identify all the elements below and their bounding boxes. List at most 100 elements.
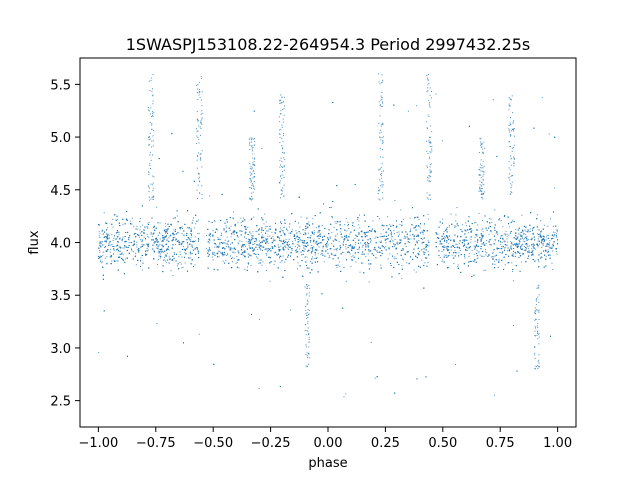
data-point <box>337 233 339 235</box>
data-point <box>258 240 260 242</box>
data-point <box>135 232 137 234</box>
data-point <box>540 256 542 258</box>
data-point <box>107 227 109 229</box>
data-point <box>400 209 402 211</box>
data-point <box>280 222 282 224</box>
data-point <box>236 262 238 263</box>
data-point <box>135 252 137 254</box>
data-point <box>322 238 324 240</box>
data-point <box>192 240 194 242</box>
data-point <box>241 245 243 247</box>
data-point <box>552 250 554 252</box>
data-point <box>179 261 181 263</box>
data-point <box>301 254 303 256</box>
data-point <box>190 236 192 238</box>
data-point <box>545 239 547 241</box>
data-point <box>243 251 245 253</box>
data-point <box>410 228 412 230</box>
data-point <box>182 246 184 248</box>
data-point <box>536 233 538 235</box>
data-point <box>113 259 115 261</box>
data-point <box>254 243 256 245</box>
data-point <box>216 229 218 231</box>
data-point <box>355 261 357 263</box>
data-point <box>450 213 452 215</box>
data-point <box>350 265 352 267</box>
data-point <box>270 247 272 249</box>
data-point <box>422 233 424 235</box>
data-point <box>98 351 100 353</box>
data-point <box>458 246 460 248</box>
data-point <box>488 254 490 256</box>
data-point <box>445 246 447 248</box>
data-point <box>99 249 101 251</box>
data-point <box>217 238 219 240</box>
data-point <box>267 251 269 253</box>
data-point <box>105 250 107 252</box>
data-point <box>556 236 558 238</box>
data-point <box>379 236 381 238</box>
data-point <box>220 235 222 237</box>
data-point <box>540 220 542 222</box>
data-point <box>428 245 430 247</box>
data-point <box>495 232 497 234</box>
data-point <box>482 228 484 230</box>
data-point <box>111 245 113 247</box>
data-point <box>317 253 319 255</box>
data-point <box>159 251 161 253</box>
data-point <box>462 239 464 241</box>
data-point <box>208 247 210 249</box>
data-point <box>371 230 373 232</box>
data-point <box>300 216 302 218</box>
data-point <box>446 227 448 229</box>
data-point <box>296 248 298 250</box>
data-point <box>243 254 245 256</box>
data-point <box>497 234 499 236</box>
data-point <box>328 238 330 240</box>
data-point <box>241 253 243 255</box>
data-point <box>99 251 101 253</box>
data-point <box>178 256 180 258</box>
data-point <box>244 233 246 235</box>
data-point <box>180 263 182 265</box>
data-point <box>335 223 337 225</box>
data-point <box>409 217 411 219</box>
data-point <box>523 238 525 240</box>
data-point <box>463 240 465 242</box>
data-point <box>515 229 517 231</box>
data-point <box>353 247 355 249</box>
data-point <box>313 246 315 248</box>
data-point <box>443 254 445 256</box>
data-point <box>265 221 267 223</box>
data-point <box>512 271 514 273</box>
data-point <box>236 232 238 234</box>
data-point <box>117 219 119 221</box>
data-point <box>188 228 190 230</box>
data-point <box>158 255 160 257</box>
data-point <box>441 250 443 252</box>
data-point <box>112 218 114 220</box>
data-point <box>552 225 554 227</box>
data-point <box>396 241 398 243</box>
data-point <box>454 252 456 254</box>
data-point <box>359 214 361 216</box>
data-point <box>244 256 246 258</box>
data-point <box>319 242 321 244</box>
data-point <box>493 249 495 251</box>
data-point <box>215 244 217 246</box>
data-point <box>155 237 157 239</box>
data-point <box>374 377 376 379</box>
data-point <box>122 236 124 238</box>
data-point <box>373 248 375 250</box>
data-point <box>181 233 183 235</box>
data-point <box>454 225 456 227</box>
data-point <box>525 233 527 235</box>
data-point <box>443 246 445 248</box>
data-point <box>477 224 479 226</box>
data-point <box>279 261 281 263</box>
data-point <box>493 249 495 251</box>
data-point <box>541 247 543 249</box>
data-point <box>374 237 376 239</box>
data-point <box>130 220 132 222</box>
data-point <box>477 257 479 259</box>
